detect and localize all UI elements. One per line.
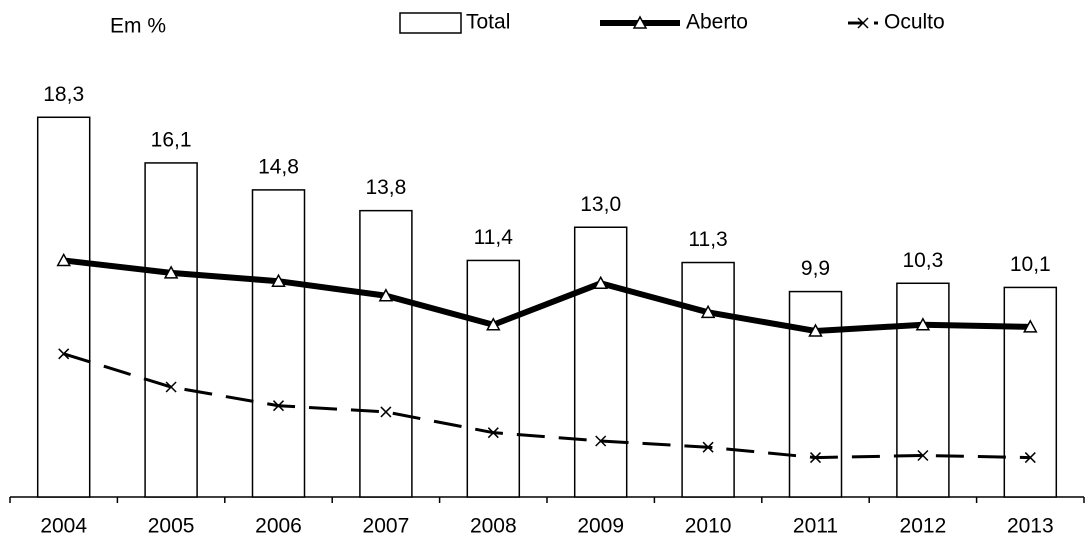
value-label: 11,3 bbox=[688, 228, 727, 251]
unit-label: Em % bbox=[110, 15, 166, 38]
marker bbox=[917, 449, 929, 462]
x-tick-label: 2004 bbox=[40, 515, 87, 538]
legend-label: Total bbox=[466, 11, 510, 34]
legend-swatch bbox=[399, 12, 462, 34]
bar bbox=[788, 290, 843, 498]
legend-marker bbox=[632, 15, 648, 29]
value-label: 13,8 bbox=[365, 176, 406, 199]
line bbox=[63, 257, 1031, 335]
x-tick-label: 2011 bbox=[793, 515, 838, 538]
value-label: 13,0 bbox=[580, 193, 621, 216]
bar bbox=[1003, 286, 1058, 498]
marker bbox=[700, 304, 716, 319]
bar bbox=[36, 116, 91, 498]
x-tick-label: 2009 bbox=[577, 515, 624, 538]
line bbox=[63, 352, 1031, 460]
marker bbox=[702, 441, 714, 453]
marker bbox=[486, 317, 501, 331]
marker bbox=[487, 427, 499, 439]
x-tick-label: 2006 bbox=[255, 515, 302, 538]
x-tick-label: 2005 bbox=[148, 515, 195, 538]
legend-label: Aberto bbox=[686, 11, 748, 34]
marker bbox=[378, 288, 394, 302]
bar bbox=[681, 261, 735, 498]
value-label: 16,1 bbox=[151, 128, 192, 151]
marker bbox=[595, 435, 607, 447]
marker bbox=[380, 406, 392, 418]
marker bbox=[915, 317, 931, 331]
bar bbox=[466, 259, 521, 498]
bar bbox=[573, 226, 628, 498]
value-label: 11,4 bbox=[474, 226, 514, 249]
x-tick-label: 2007 bbox=[363, 515, 410, 538]
x-tick-label: 2008 bbox=[470, 515, 517, 538]
marker bbox=[165, 381, 177, 393]
x-tick-label: 2012 bbox=[900, 515, 947, 538]
bar bbox=[359, 209, 413, 498]
value-label: 14,8 bbox=[258, 155, 299, 178]
marker bbox=[58, 348, 70, 360]
value-label: 18,3 bbox=[43, 83, 84, 106]
bar bbox=[144, 162, 198, 498]
marker bbox=[272, 400, 285, 412]
marker bbox=[593, 275, 608, 290]
x-tick-label: 2010 bbox=[685, 515, 732, 538]
marker bbox=[163, 265, 179, 279]
marker bbox=[1023, 319, 1038, 333]
marker bbox=[808, 323, 823, 337]
marker bbox=[809, 452, 822, 464]
value-label: 10,1 bbox=[1010, 253, 1051, 276]
legend-marker bbox=[857, 17, 869, 29]
legend-label: Oculto bbox=[884, 11, 945, 34]
bar bbox=[896, 282, 950, 498]
bar bbox=[251, 189, 306, 498]
x-tick-label: 2013 bbox=[1007, 515, 1054, 538]
marker bbox=[56, 252, 71, 267]
marker bbox=[271, 273, 286, 287]
marker bbox=[1024, 452, 1036, 464]
value-label: 9,9 bbox=[801, 257, 830, 280]
value-label: 10,3 bbox=[902, 249, 943, 272]
